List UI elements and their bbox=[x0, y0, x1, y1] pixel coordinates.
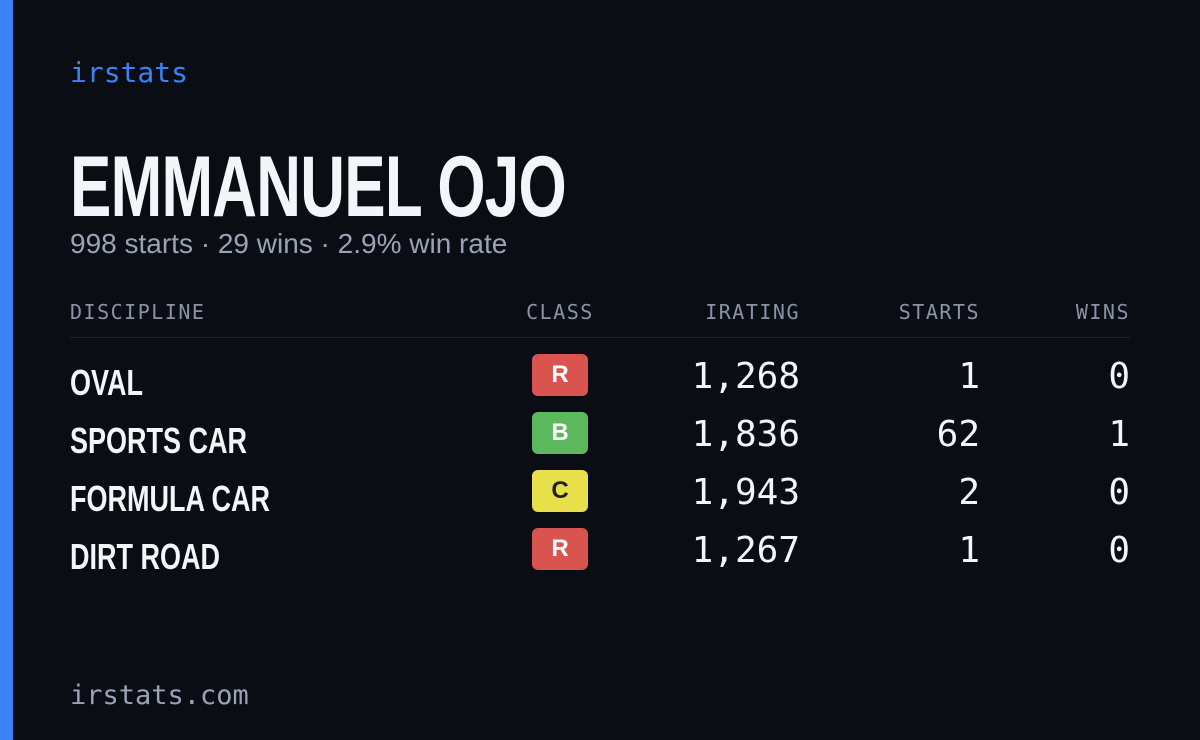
discipline: FORMULA CAR bbox=[70, 478, 270, 519]
starts: 1 bbox=[958, 356, 980, 397]
accent-bar bbox=[0, 0, 13, 740]
class-badge: R bbox=[532, 528, 588, 570]
player-name: EMMANUEL OJO bbox=[70, 139, 567, 235]
class-badge: C bbox=[532, 470, 588, 512]
column-header: IRATING bbox=[705, 300, 800, 324]
irating: 1,943 bbox=[691, 472, 800, 513]
irating: 1,268 bbox=[691, 356, 800, 397]
brand: irstats bbox=[70, 56, 189, 89]
irating: 1,836 bbox=[691, 414, 800, 455]
column-header: WINS bbox=[1075, 300, 1130, 324]
wins: 0 bbox=[1108, 472, 1130, 513]
discipline: DIRT ROAD bbox=[70, 536, 220, 577]
starts: 1 bbox=[958, 530, 980, 571]
wins: 1 bbox=[1108, 414, 1130, 455]
irating: 1,267 bbox=[691, 530, 800, 571]
class-badge: B bbox=[532, 412, 588, 454]
discipline: OVAL bbox=[70, 362, 144, 403]
column-header: DISCIPLINE bbox=[70, 300, 206, 324]
header-rule bbox=[70, 337, 1130, 338]
class-badge: R bbox=[532, 354, 588, 396]
player-summary: 998 starts · 29 wins · 2.9% win rate bbox=[70, 228, 508, 259]
column-header: CLASS bbox=[526, 300, 594, 324]
wins: 0 bbox=[1108, 530, 1130, 571]
discipline: SPORTS CAR bbox=[70, 420, 248, 461]
starts: 62 bbox=[936, 414, 980, 455]
starts: 2 bbox=[958, 472, 980, 513]
footer: irstats.com bbox=[70, 680, 249, 711]
column-header: STARTS bbox=[898, 300, 980, 324]
wins: 0 bbox=[1108, 356, 1130, 397]
